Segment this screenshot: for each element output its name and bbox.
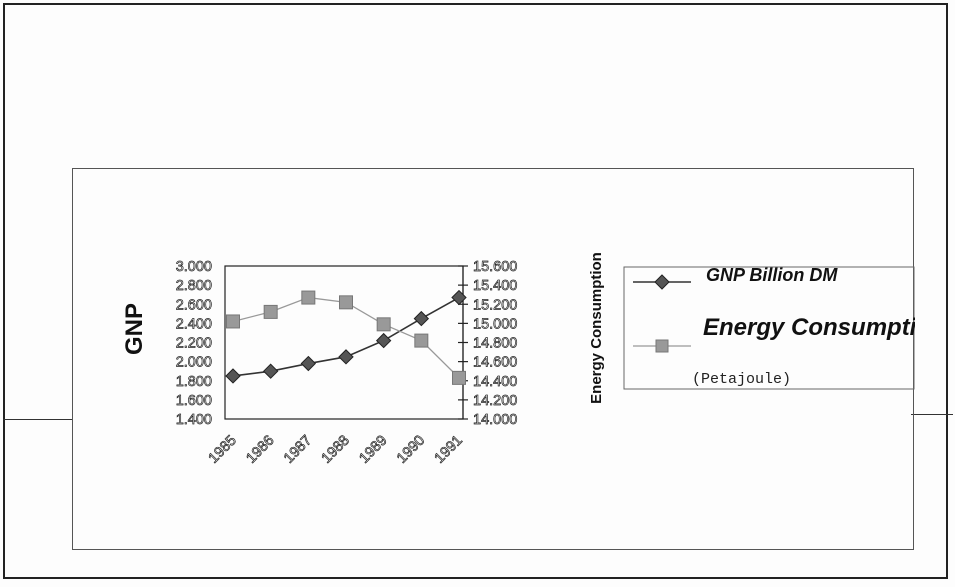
x-tick-label: 1989 — [356, 433, 390, 467]
x-tick-label: 1985 — [206, 433, 240, 467]
legend-label-energy: Energy Consumption — [703, 314, 915, 341]
gnp-point — [451, 289, 467, 306]
legend-marker-energy — [655, 339, 669, 353]
left-tick-label: 2.800 — [176, 278, 212, 294]
right-tick-label: 14.200 — [473, 393, 517, 409]
chart: 3.000 2.800 2.600 2.400 2.200 2.000 1.800 1.600… — [121, 252, 915, 467]
gnp-point — [375, 332, 392, 349]
right-tick-label: 14.800 — [473, 336, 517, 352]
x-axis: 1985 1986 1987 1988 1989 1990 1991 — [205, 432, 466, 467]
right-axis: 15.600 15.400 15.200 15.000 14.800 14.600 14.4… — [458, 259, 518, 428]
energy-point — [339, 295, 353, 310]
x-tick-label: 1986 — [243, 433, 277, 467]
page-frame — [3, 3, 948, 579]
right-tick-label: 15.400 — [473, 278, 517, 294]
left-tick-label: 2.400 — [176, 316, 212, 332]
legend-marker-gnp — [654, 274, 670, 290]
right-tick-label: 15.000 — [473, 316, 517, 332]
x-tick-label: 1991 — [432, 433, 466, 467]
legend-label-gnp: GNP Billion DM — [706, 265, 838, 285]
right-tick-label: 14.000 — [473, 412, 517, 428]
left-tick-label: 1.600 — [176, 393, 212, 409]
energy-point — [301, 290, 316, 305]
gnp-point — [338, 349, 354, 365]
left-tick-label: 1.800 — [176, 374, 212, 390]
gnp-point — [300, 355, 317, 372]
left-tick-label: 1.400 — [176, 412, 212, 428]
left-axis-title: GNP — [121, 303, 148, 355]
energy-point — [376, 317, 391, 332]
energy-point — [414, 333, 429, 348]
legend-box — [623, 266, 915, 390]
left-axis: 3.000 2.800 2.600 2.400 2.200 2.000 1.800 1.600… — [175, 259, 212, 429]
divider-line-left — [3, 419, 73, 420]
energy-point — [226, 314, 240, 329]
gnp-point — [262, 363, 279, 379]
x-tick-label: 1988 — [319, 433, 353, 467]
legend: GNP Billion DM Energy Consumption (Petaj… — [623, 265, 915, 390]
gnp-point — [413, 310, 430, 327]
right-tick-label: 14.400 — [473, 374, 517, 390]
gnp-point — [225, 368, 241, 384]
x-tick-label: 1990 — [394, 433, 428, 467]
right-axis-title: Energy Consumption — [588, 252, 605, 404]
left-tick-label: 3.000 — [176, 259, 212, 275]
energy-point — [452, 370, 466, 385]
legend-label-energy-unit: (Petajoule) — [692, 371, 791, 388]
left-tick-label: 2.600 — [176, 297, 212, 313]
x-tick-label: 1987 — [281, 433, 315, 467]
divider-line-right — [911, 414, 953, 415]
right-tick-label: 15.200 — [473, 297, 517, 313]
right-tick-label: 15.600 — [473, 259, 517, 275]
left-tick-label: 2.200 — [176, 336, 212, 352]
energy-point — [263, 304, 278, 319]
series-group — [225, 289, 467, 385]
chart-frame: 3.000 2.800 2.600 2.400 2.200 2.000 1.800 1.600… — [72, 168, 915, 550]
right-tick-label: 14.600 — [473, 355, 517, 371]
left-tick-label: 2.000 — [176, 355, 212, 371]
